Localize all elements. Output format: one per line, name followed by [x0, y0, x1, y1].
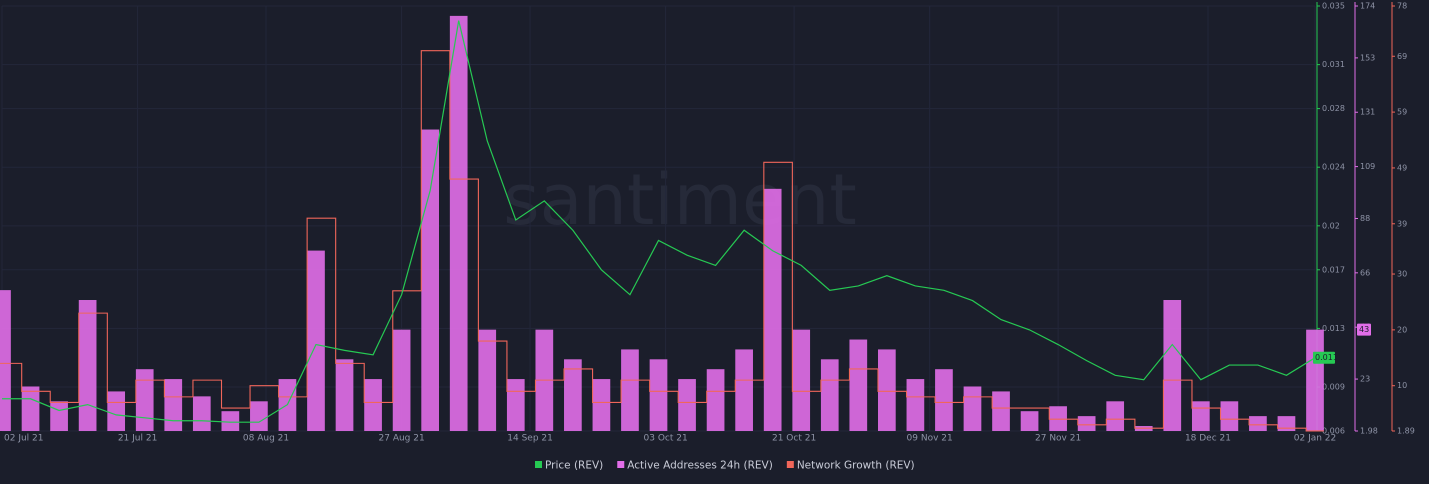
y-tick-label: 59: [1397, 108, 1407, 117]
y-tick-label: 0.017: [1322, 265, 1345, 274]
y-tick-label: 109: [1360, 162, 1375, 171]
legend-label: Price (REV): [545, 460, 603, 472]
bar: [963, 386, 982, 431]
y-tick-label: 0.009: [1322, 383, 1345, 392]
bar: [107, 391, 126, 431]
bar: [935, 369, 953, 431]
y-tick-label: 0.024: [1322, 163, 1345, 172]
bar: [1077, 416, 1096, 431]
y-tick-label: 1.89: [1397, 427, 1415, 436]
y-tick-label: 0.028: [1322, 104, 1345, 113]
bar: [564, 359, 582, 431]
legend-swatch: [786, 461, 794, 468]
bar: [478, 329, 497, 431]
x-tick-label: 27 Aug 21: [379, 434, 425, 444]
bar: [250, 401, 268, 431]
y-tick-label: 23: [1360, 375, 1370, 384]
bar: [449, 15, 468, 432]
bar: [1020, 411, 1039, 431]
x-tick-label: 21 Jul 21: [118, 434, 158, 444]
y-tick-label: 0.013: [1322, 324, 1345, 333]
bar: [1277, 416, 1296, 431]
bar: [1191, 401, 1210, 431]
bar: [678, 379, 696, 431]
bar: [135, 369, 154, 431]
y-tick-label: 39: [1397, 219, 1407, 228]
badge-box: [1357, 323, 1371, 336]
bar: [21, 386, 40, 431]
y-tick-label: 153: [1360, 53, 1375, 62]
legend-label: Active Addresses 24h (REV): [627, 460, 773, 472]
y-tick-label: 88: [1360, 214, 1370, 223]
y-tick-label: 0.035: [1322, 2, 1345, 11]
bar: [735, 349, 753, 431]
bar: [877, 349, 896, 431]
watermark: santiment: [503, 159, 857, 241]
x-tick-label: 18 Dec 21: [1185, 434, 1231, 444]
legend-label: Network Growth (REV): [797, 460, 915, 472]
y-tick-label: 30: [1397, 270, 1407, 279]
network-growth-line: [0, 50, 1324, 432]
bar: [1306, 329, 1324, 431]
value-badge: 0.011: [1313, 351, 1338, 364]
bar: [1163, 300, 1182, 431]
bar: [0, 290, 11, 431]
price-line: [2, 20, 1316, 423]
x-tick-label: 03 Oct 21: [644, 434, 688, 444]
y-tick-label: 1.98: [1360, 427, 1378, 436]
bar: [992, 391, 1010, 431]
badge-label: 43: [1359, 325, 1369, 334]
bar: [592, 379, 611, 431]
bar: [849, 339, 868, 431]
y-tick-label: 20: [1397, 325, 1407, 334]
bar: [1249, 416, 1267, 431]
bar: [792, 329, 811, 431]
x-tick-label: 02 Jan 22: [1294, 434, 1337, 444]
legend: Price (REV) Active Addresses 24h (REV) Net…: [535, 460, 915, 472]
x-tick-label: 27 Nov 21: [1035, 434, 1081, 444]
bar: [621, 349, 639, 431]
bar: [50, 401, 68, 431]
legend-swatch: [535, 461, 542, 468]
bar: [164, 379, 183, 431]
x-tick-label: 02 Jul 21: [4, 434, 44, 444]
bar: [78, 300, 97, 431]
legend-swatch: [617, 461, 625, 468]
y-tick-label: 49: [1397, 163, 1407, 172]
bar: [820, 359, 839, 431]
bar: [1049, 406, 1067, 431]
y-tick-label: 69: [1397, 52, 1407, 61]
y-tick-label: 10: [1397, 381, 1407, 390]
x-tick-label: 21 Oct 21: [772, 434, 816, 444]
bar: [335, 359, 354, 431]
bar: [706, 369, 725, 431]
bar: [221, 411, 240, 431]
x-tick-label: 14 Sep 21: [507, 434, 553, 444]
y-tick-label: 66: [1360, 268, 1370, 277]
bar: [192, 396, 211, 431]
bar: [421, 129, 440, 431]
bar: [1220, 401, 1239, 431]
y-tick-label: 131: [1360, 108, 1375, 117]
bar: [506, 379, 525, 431]
y-tick-label: 0.031: [1322, 60, 1345, 69]
bar: [307, 250, 325, 431]
badge-label: 0.011: [1315, 353, 1338, 362]
bar: [763, 188, 782, 431]
bar: [1106, 401, 1125, 431]
y-tick-label: 174: [1360, 2, 1375, 11]
y-tick-label: 0.006: [1322, 427, 1345, 436]
x-tick-label: 08 Aug 21: [243, 434, 289, 444]
value-badge: 43: [1357, 323, 1371, 336]
badge-box: [1313, 351, 1335, 364]
bar: [906, 379, 925, 431]
bar: [392, 329, 411, 431]
x-tick-label: 09 Nov 21: [907, 434, 953, 444]
y-tick-label: 0.02: [1322, 221, 1340, 230]
y-tick-label: 78: [1397, 2, 1407, 11]
bar: [364, 379, 382, 431]
bar: [649, 359, 668, 431]
